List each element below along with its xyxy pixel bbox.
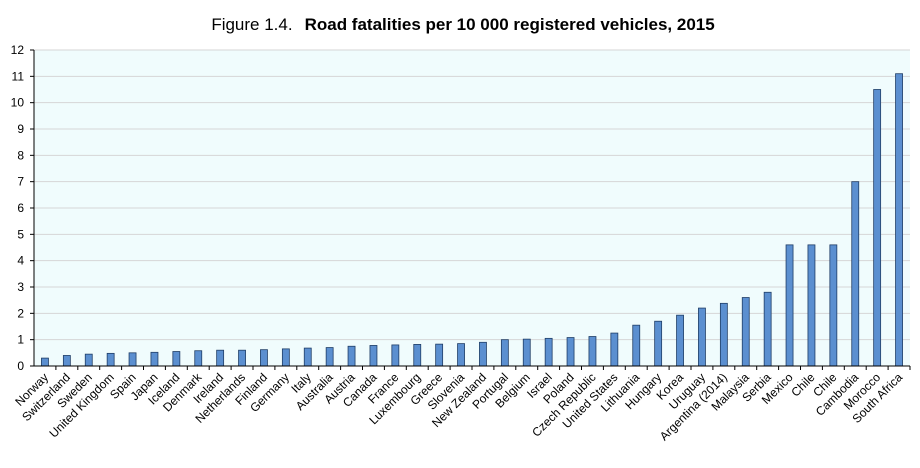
bar — [698, 307, 706, 367]
bar — [457, 343, 465, 367]
y-tick-label: 10 — [11, 96, 25, 110]
bar — [391, 344, 400, 367]
y-tick-label: 9 — [17, 122, 24, 136]
bar — [522, 338, 531, 367]
bar — [369, 345, 378, 367]
y-tick-label: 1 — [17, 333, 24, 347]
bar — [260, 349, 268, 367]
bar — [873, 89, 882, 367]
y-tick-label: 4 — [17, 254, 24, 268]
bar — [172, 351, 181, 367]
bar — [325, 347, 334, 367]
bar — [829, 244, 838, 367]
chart-title: Figure 1.4. Road fatalities per 10 000 r… — [211, 15, 714, 34]
bar — [41, 357, 49, 367]
bar — [676, 314, 684, 367]
bar — [413, 344, 422, 367]
bar — [895, 73, 903, 367]
bar — [588, 336, 597, 367]
y-tick-label: 2 — [17, 306, 24, 320]
bar — [741, 297, 750, 367]
bar — [566, 337, 575, 367]
bar — [500, 339, 509, 367]
y-tick-label: 3 — [17, 280, 24, 294]
y-tick-label: 11 — [12, 69, 25, 83]
bar — [610, 332, 619, 367]
bar — [281, 348, 290, 367]
bar — [632, 324, 641, 367]
bar — [106, 352, 115, 367]
bar — [150, 351, 159, 367]
y-tick-label: 7 — [17, 175, 24, 189]
bar — [216, 349, 225, 367]
plot-area: 0123456789101112NorwaySwitzerlandSwedenU… — [11, 43, 911, 443]
bar — [851, 181, 860, 367]
bar — [238, 349, 246, 367]
bar — [785, 244, 794, 367]
bar — [807, 244, 816, 367]
figure-number: Figure 1.4. — [211, 15, 292, 34]
y-tick-label: 12 — [11, 43, 25, 57]
x-tick-label: Chile — [788, 370, 817, 399]
y-tick-label: 6 — [17, 201, 24, 215]
bar — [479, 341, 487, 367]
y-tick-label: 8 — [17, 148, 24, 162]
bar — [194, 350, 203, 367]
y-tick-label: 5 — [17, 227, 24, 241]
bar — [128, 352, 137, 367]
bar — [303, 347, 312, 367]
bar — [435, 343, 444, 367]
bar — [62, 355, 71, 367]
y-tick-label: 0 — [17, 359, 24, 373]
bar — [84, 353, 93, 367]
bar — [719, 302, 728, 367]
bar — [544, 337, 553, 367]
bar — [654, 320, 663, 367]
bar — [347, 345, 356, 367]
figure-title: Road fatalities per 10 000 registered ve… — [305, 15, 715, 34]
bar — [763, 291, 772, 367]
